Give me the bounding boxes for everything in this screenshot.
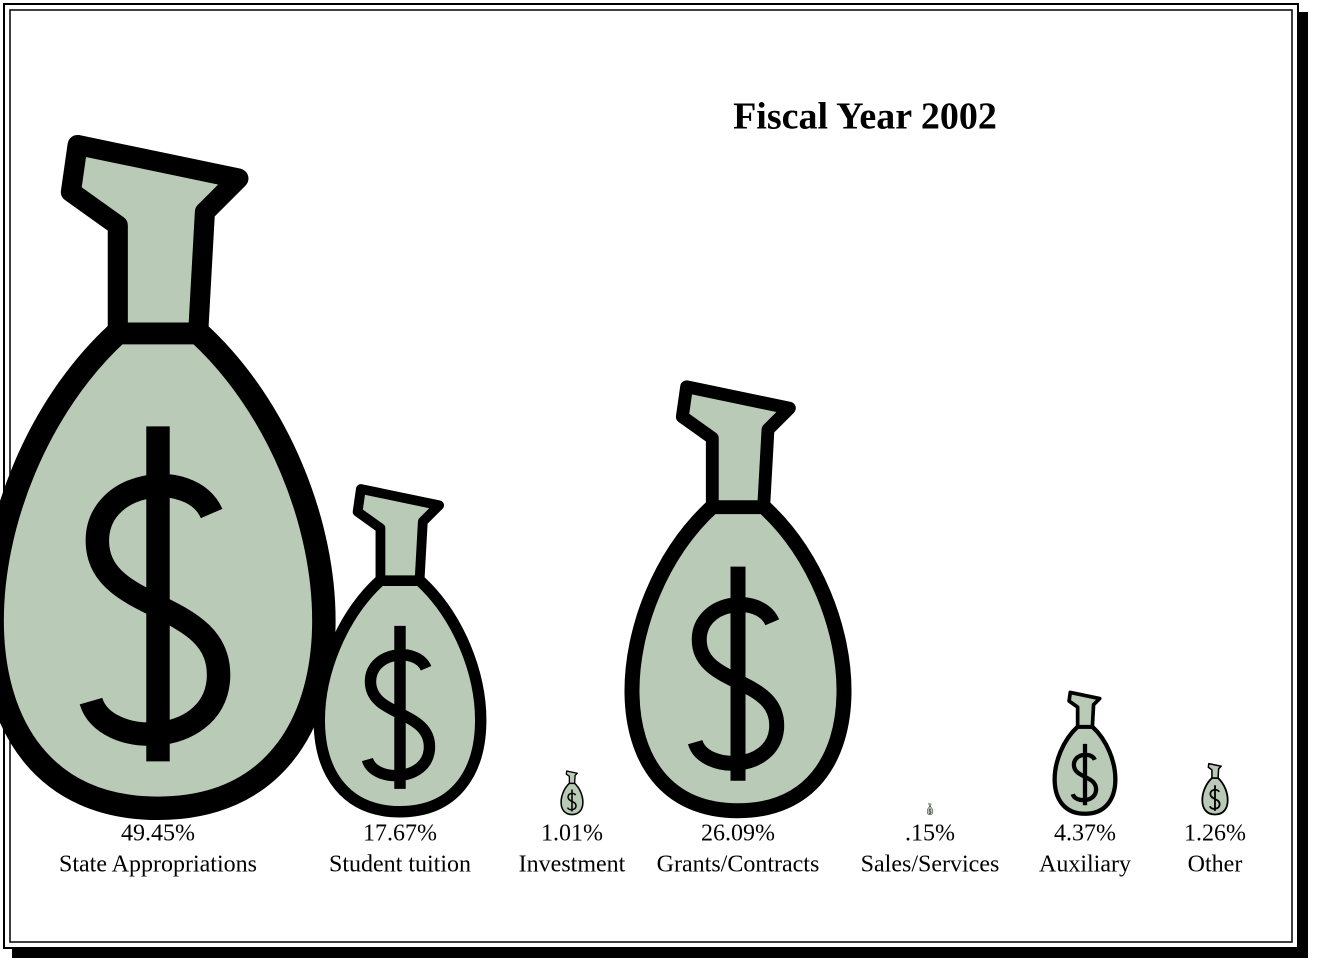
dollar-sign [566, 789, 577, 812]
category-label: Grants/Contracts [657, 852, 820, 878]
dollar-sign [79, 426, 231, 762]
money-bag [1052, 690, 1118, 816]
value-label: 49.45% [121, 821, 195, 847]
money-bag [1201, 762, 1229, 816]
bag-neck [565, 770, 578, 784]
bag-neck [675, 380, 796, 514]
category-label: Other [1188, 852, 1243, 878]
category-label: Sales/Services [861, 852, 1000, 878]
category-label: Auxiliary [1039, 852, 1131, 878]
category-label: State Appropriations [59, 852, 257, 878]
money-bag [926, 803, 934, 816]
bag-neck [1067, 690, 1102, 729]
value-label: .15% [905, 821, 955, 847]
category-label: Investment [519, 852, 626, 878]
bag-neck [60, 134, 249, 343]
chart-title: Fiscal Year 2002 [733, 96, 997, 138]
value-label: 1.01% [541, 821, 603, 847]
bag-neck [1207, 762, 1222, 779]
dollar-sign [687, 566, 785, 781]
money-bag [624, 380, 852, 819]
dollar-sign [1070, 743, 1099, 806]
dollar-sign [1209, 785, 1221, 811]
value-label: 17.67% [363, 821, 437, 847]
dollar-sign [361, 625, 436, 789]
money-bag [0, 134, 336, 821]
bag-neck [928, 803, 932, 807]
money-bag [560, 770, 584, 816]
value-label: 1.26% [1184, 821, 1246, 847]
value-label: 4.37% [1054, 821, 1116, 847]
frame-shadow [1298, 12, 1308, 958]
dollar-sign [928, 808, 932, 815]
bag-neck [352, 484, 445, 586]
value-label: 26.09% [701, 821, 775, 847]
money-bag [313, 484, 487, 818]
frame-shadow [12, 948, 1308, 958]
category-label: Student tuition [329, 852, 471, 878]
